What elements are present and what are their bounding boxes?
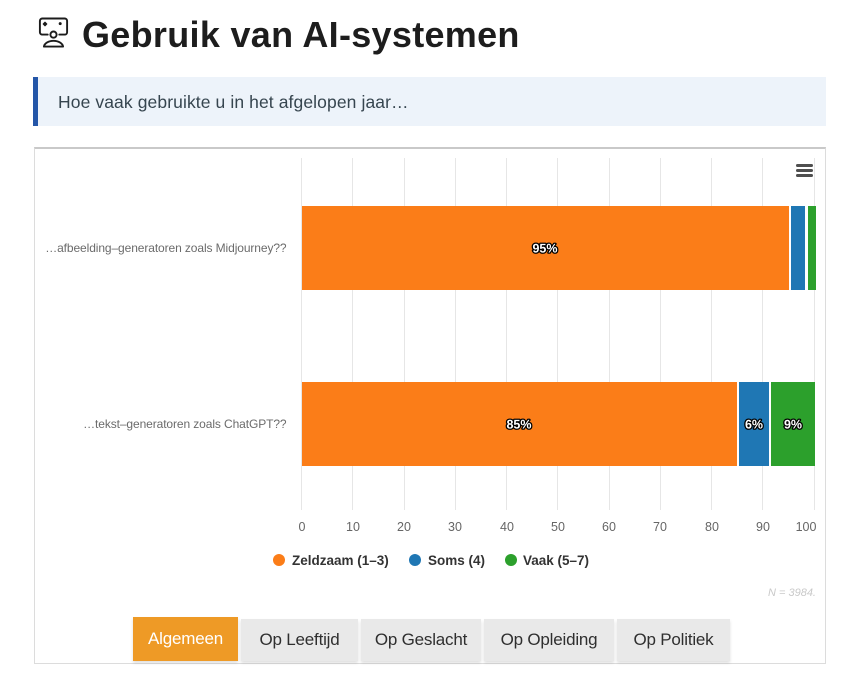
svg-text:85%: 85% xyxy=(506,418,531,432)
svg-text:95%: 95% xyxy=(532,242,557,256)
svg-text:6%: 6% xyxy=(745,418,763,432)
svg-text:9%: 9% xyxy=(784,418,802,432)
